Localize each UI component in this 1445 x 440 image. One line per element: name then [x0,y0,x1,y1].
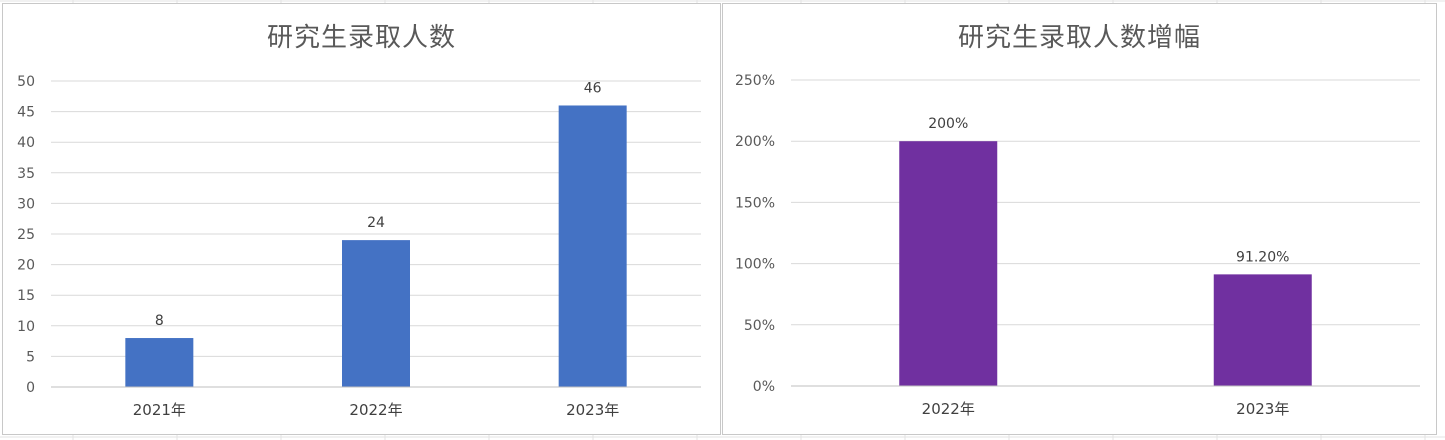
chart-title: 研究生录取人数 [266,23,456,53]
bar[interactable] [558,105,627,387]
y-tick-label: 45 [17,105,35,121]
y-tick-label: 50 [17,74,35,90]
y-tick-label: 0 [26,380,35,396]
bar[interactable] [342,240,410,387]
bar[interactable] [1213,274,1312,386]
y-tick-label: 250% [735,73,775,89]
chart-title: 研究生录取人数增幅 [957,23,1201,53]
data-label: 91.20% [1236,249,1289,265]
x-tick-label: 2022年 [349,401,402,419]
y-tick-label: 0% [753,379,775,395]
x-tick-label: 2023年 [566,401,619,419]
bar-chart-growth: 0% 50% 100% 150% 200% 250% 200% 2022年 91.20% 2023… [735,73,1420,418]
chart-panel-growth[interactable]: 研究生录取人数增幅 0% 50% 100% 150% 200% 250% 200% 2022年… [722,3,1437,435]
x-tick-label: 2021年 [133,401,186,419]
chart-panel-enrollment[interactable]: 研究生录取人数 0 5 10 15 20 25 30 35 40 45 50 8 2021年 24 2022… [2,3,721,435]
y-tick-label: 50% [744,318,775,334]
data-label: 8 [155,313,164,329]
y-tick-label: 100% [735,257,775,273]
y-tick-label: 25 [17,227,35,243]
y-tick-label: 35 [17,166,35,182]
x-tick-label: 2023年 [1236,400,1289,418]
bar[interactable] [899,141,998,386]
y-tick-label: 10 [17,319,35,335]
y-tick-label: 200% [735,134,775,150]
y-tick-label: 20 [17,258,35,274]
data-label: 46 [584,80,602,96]
data-label: 200% [928,116,968,132]
y-tick-label: 40 [17,135,35,151]
y-tick-label: 5 [26,349,35,365]
y-tick-label: 150% [735,195,775,211]
data-label: 24 [367,215,385,231]
bar[interactable] [125,338,194,387]
bar-chart-enrollment: 0 5 10 15 20 25 30 35 40 45 50 8 2021年 24 2022年 46 2023年 [17,74,701,419]
x-tick-label: 2022年 [922,400,975,418]
y-tick-label: 30 [17,196,35,212]
y-tick-label: 15 [17,288,35,304]
